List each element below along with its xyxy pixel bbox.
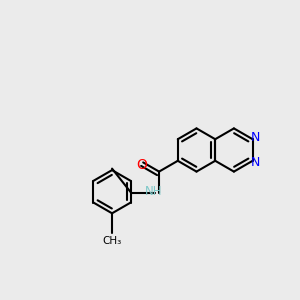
Text: N: N	[250, 131, 260, 144]
Text: CH₃: CH₃	[102, 236, 122, 246]
Text: N: N	[250, 156, 260, 169]
Text: NH: NH	[145, 185, 162, 198]
Text: O: O	[136, 158, 147, 172]
